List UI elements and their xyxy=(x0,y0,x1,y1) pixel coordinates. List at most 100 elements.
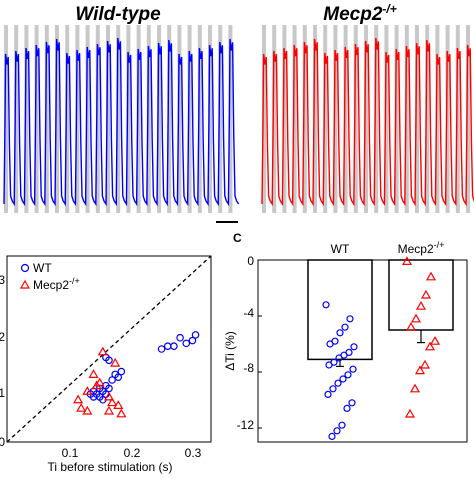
bar-point-mecp2 xyxy=(425,271,437,281)
bar-point-wt xyxy=(322,301,330,309)
bar-point-wt xyxy=(341,323,349,331)
scatter-point-mecp2 xyxy=(88,369,99,378)
bar-panel: C 0 -4 -8 -12 ΔTi (%) WT Mecp2-/+ xyxy=(223,231,468,443)
scatter-x-tick-label: 0.1 xyxy=(62,446,79,460)
wild-type-stimulus-bar xyxy=(167,25,172,213)
bar-y-tick-label: -4 xyxy=(243,306,254,320)
scatter-point-mecp2 xyxy=(91,380,102,390)
bar-point-wt xyxy=(349,365,357,373)
scatter-point-wt xyxy=(163,342,172,350)
wild-type-stimulus-bar xyxy=(34,25,39,213)
bar-point-wt xyxy=(346,315,354,323)
scatter-y-ticks: .3 .2 .1 0 xyxy=(0,273,5,449)
bar-y-tick-label: -12 xyxy=(237,418,255,432)
wild-type-stimulus-bar xyxy=(106,25,110,213)
wild-type-title: Wild-type xyxy=(75,4,161,25)
wild-type-stimulus-bar xyxy=(14,25,19,213)
wild-type-stimulus-bar xyxy=(208,25,212,213)
bar-y-tick-label: -8 xyxy=(243,361,254,375)
wild-type-breathing-trace xyxy=(3,37,240,207)
mecp2-stimulus-bar xyxy=(394,25,399,213)
scatter-point-wt xyxy=(117,367,126,376)
wild-type-panel: Wild-type xyxy=(3,4,240,223)
mecp2-stimulus-bar xyxy=(364,25,368,213)
panel-label-c: C xyxy=(233,231,242,245)
mecp2-stimulus-bar xyxy=(425,25,430,213)
scatter-point-wt xyxy=(157,345,166,353)
scatter-point-mecp2 xyxy=(110,357,121,367)
mecp2-stimulus-bar xyxy=(404,25,409,213)
wild-type-stimulus-bars xyxy=(4,25,233,213)
mecp2-title: Mecp2-/+ xyxy=(323,2,396,25)
mecp2-breathing-trace xyxy=(261,37,474,207)
bar-point-wt xyxy=(325,361,333,369)
wild-type-stimulus-bar xyxy=(218,25,223,213)
mecp2-stimulus-bar xyxy=(415,25,419,213)
bar-point-wt xyxy=(324,390,332,398)
scatter-point-wt xyxy=(105,356,113,365)
mecp2-stimulus-bar xyxy=(455,25,460,213)
scatter-x-tick-label: 0.2 xyxy=(124,446,141,460)
bar-point-wt xyxy=(336,329,344,337)
wild-type-stimulus-bar xyxy=(136,25,141,213)
mecp2-stimulus-bar xyxy=(445,25,450,213)
scatter-point-mecp2 xyxy=(107,397,118,407)
scatter-point-wt xyxy=(191,331,200,339)
scatter-point-mecp2 xyxy=(113,400,124,409)
bar-point-mecp2 xyxy=(420,289,432,299)
mecp2-stimulus-bar xyxy=(435,25,440,213)
mecp2-stimulus-bar xyxy=(262,25,266,213)
bar-point-mecp2 xyxy=(410,313,422,323)
wild-type-stimulus-bar xyxy=(75,25,80,213)
scatter-y-tick-label: 0 xyxy=(0,435,5,449)
scatter-points xyxy=(73,331,200,418)
legend-mecp2-label: Mecp2-/+ xyxy=(33,276,80,292)
wild-type-stimulus-bar xyxy=(95,25,100,213)
scatter-point-wt xyxy=(114,373,123,381)
bar-point-mecp2 xyxy=(415,300,427,310)
bar-point-wt xyxy=(328,432,336,440)
scatter-point-mecp2 xyxy=(103,405,115,415)
scatter-point-mecp2 xyxy=(97,346,108,356)
wild-type-stimulus-bar xyxy=(228,25,233,213)
wild-type-stimulus-bar xyxy=(44,25,49,213)
mecp2-stimulus-bar xyxy=(333,25,338,213)
wild-type-stimulus-bar xyxy=(177,25,182,213)
bar-point-wt xyxy=(350,343,358,351)
mecp2-stimulus-bar xyxy=(272,25,277,213)
bar-point-mecp2 xyxy=(404,408,416,418)
legend-wt-label: WT xyxy=(33,261,52,275)
scatter-y-tick-label: .3 xyxy=(0,273,5,287)
scatter-y-tick-label: .2 xyxy=(0,330,5,344)
scatter-point-wt xyxy=(176,333,184,342)
wild-type-stimulus-bar xyxy=(4,25,8,213)
mecp2-stimulus-bar xyxy=(302,25,307,213)
bar-point-wt xyxy=(339,375,347,383)
scatter-point-wt xyxy=(188,336,197,345)
scatter-point-mecp2 xyxy=(82,386,93,395)
bar-point-mecp2 xyxy=(414,365,426,375)
scatter-point-mecp2 xyxy=(73,394,84,404)
wild-type-stimulus-bar xyxy=(116,25,121,213)
bar-point-wt xyxy=(335,354,343,362)
scatter-x-tick-label: 0.3 xyxy=(185,446,202,460)
mecp2-stimulus-bar xyxy=(292,25,297,213)
bar-point-wt xyxy=(334,379,342,387)
scatter-point-wt xyxy=(182,339,191,348)
bars xyxy=(307,259,454,367)
wild-type-stimulus-bar xyxy=(146,25,151,213)
legend-wt-marker xyxy=(20,263,30,273)
bar-point-mecp2 xyxy=(405,321,417,331)
mecp2-panel: Mecp2-/+ xyxy=(261,2,474,213)
bar-point-mecp2 xyxy=(424,341,436,351)
bar-point-mecp2 xyxy=(429,335,441,345)
bar-category-mecp2: Mecp2-/+ xyxy=(398,240,445,256)
mecp2-stimulus-bar xyxy=(384,25,389,213)
bar-mecp2 xyxy=(388,259,454,331)
scatter-legend: WT Mecp2-/+ xyxy=(19,261,80,292)
mecp2-stimulus-bar xyxy=(282,25,287,213)
legend-mecp2-marker xyxy=(19,279,31,289)
bar-point-mecp2 xyxy=(401,256,413,265)
scatter-point-mecp2 xyxy=(94,377,105,387)
